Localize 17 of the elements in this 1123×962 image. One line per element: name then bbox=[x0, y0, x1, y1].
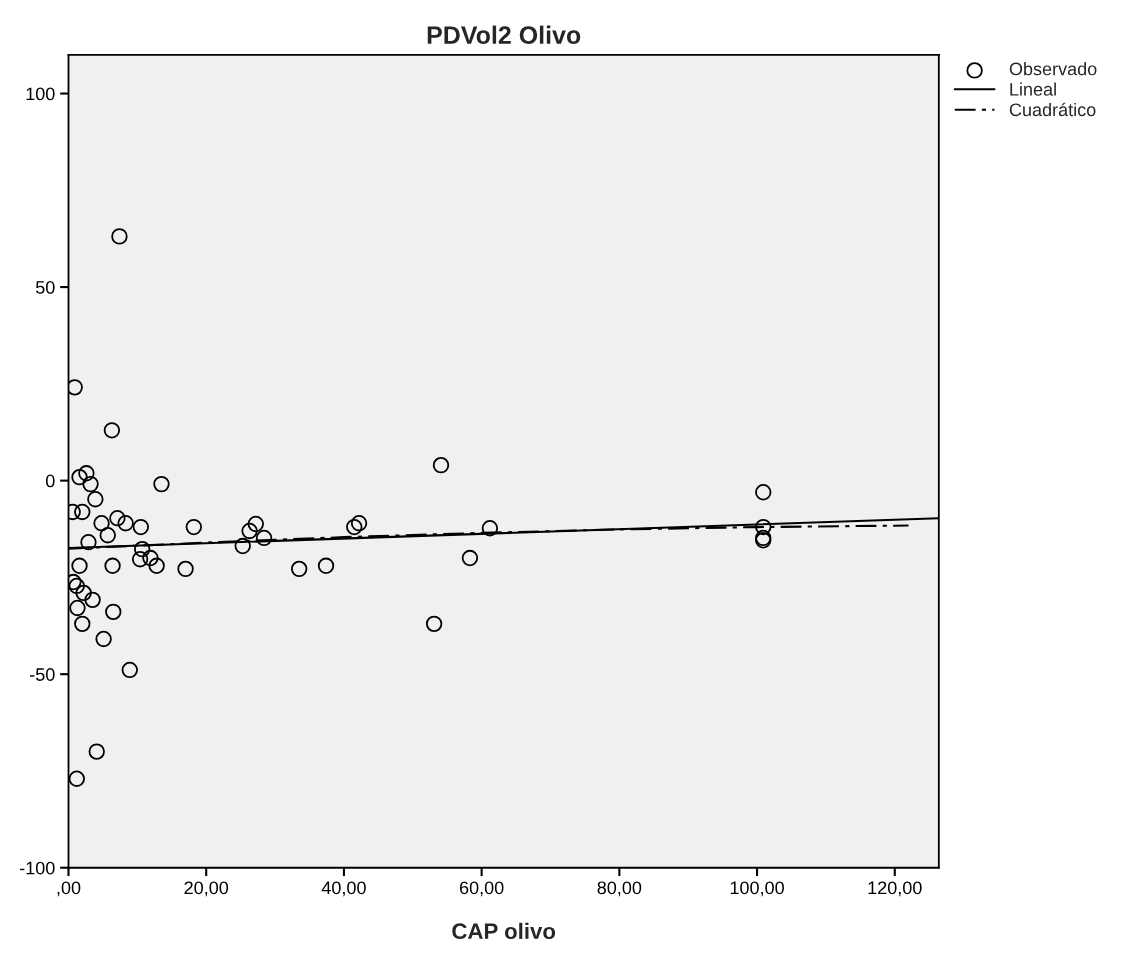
x-tick-label: 120,00 bbox=[868, 881, 922, 897]
x-tick-label: 60,00 bbox=[459, 881, 504, 897]
x-tick-label: ,00 bbox=[57, 881, 81, 897]
legend-label: Cuadrático bbox=[1009, 102, 1096, 117]
y-tick-label: 100 bbox=[26, 87, 55, 101]
y-tick-label: 50 bbox=[35, 281, 55, 294]
y-tick-label: -50 bbox=[30, 668, 55, 681]
y-tick-label: -100 bbox=[19, 861, 55, 875]
x-tick-label: 80,00 bbox=[597, 881, 642, 897]
x-tick-label: 100,00 bbox=[730, 881, 784, 897]
chart-title: PDVol2 Olivo bbox=[427, 25, 581, 44]
x-tick-label: 20,00 bbox=[184, 881, 229, 897]
x-axis-title: CAP olivo bbox=[452, 922, 556, 940]
x-tick-label: 40,00 bbox=[321, 881, 366, 897]
legend-label: Lineal bbox=[1010, 82, 1056, 96]
legend-label: Observado bbox=[1009, 62, 1097, 76]
y-tick-label: 0 bbox=[45, 474, 55, 488]
